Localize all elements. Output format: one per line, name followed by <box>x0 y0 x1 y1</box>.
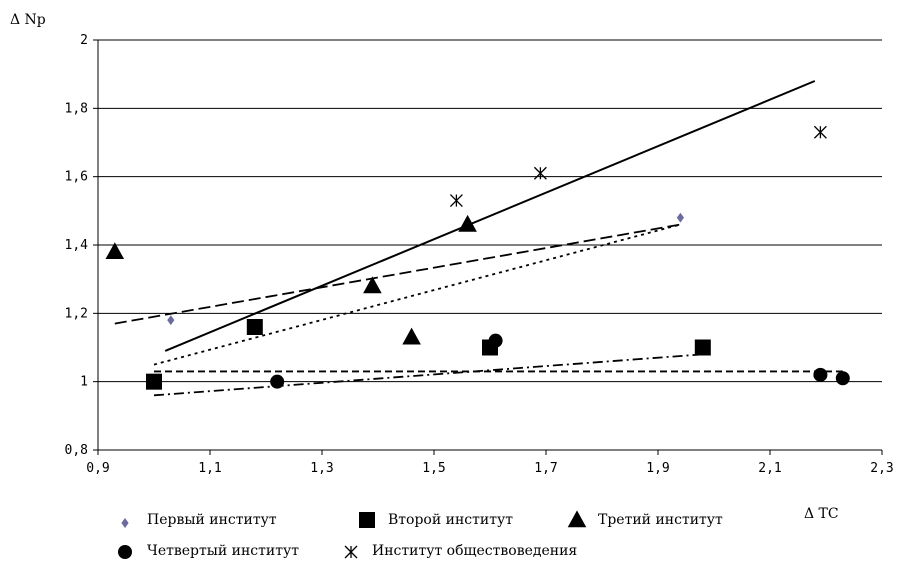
trend-line-2 <box>153 353 703 397</box>
legend-item: Второй институт <box>359 512 513 528</box>
data-point-asterisk <box>449 194 463 208</box>
x-tick-label: 0,9 <box>86 461 109 476</box>
legend-marker-triangle <box>567 510 587 528</box>
data-point-triangle <box>105 242 125 260</box>
y-tick-label: 1,8 <box>65 101 88 116</box>
data-point-circle <box>813 367 828 382</box>
legend-label: Первый институт <box>147 512 277 528</box>
y-tick-label: 1,2 <box>65 306 88 321</box>
x-tick-label: 2,1 <box>758 461 781 476</box>
y-tick-label: 1,4 <box>65 238 89 253</box>
legend-label: Четвертый институт <box>147 543 299 559</box>
trend-lines <box>114 80 843 397</box>
x-axis-title: Δ TC <box>804 506 839 522</box>
data-point-diamond <box>676 212 684 223</box>
x-tick-label: 1,9 <box>646 461 669 476</box>
y-axis-title: Δ Np <box>10 12 46 28</box>
data-point-square <box>146 373 162 390</box>
data-point-asterisk <box>533 166 547 180</box>
data-point-circle <box>270 374 285 389</box>
y-tick-label: 1,6 <box>65 170 88 185</box>
x-tick-label: 1,1 <box>198 461 221 476</box>
legend-marker-square <box>359 512 375 528</box>
data-point-asterisk <box>813 125 827 139</box>
data-point-diamond <box>167 315 175 326</box>
x-tick-label: 2,3 <box>870 461 893 476</box>
legend-marker-diamond <box>121 518 129 528</box>
x-tick-label: 1,7 <box>534 461 557 476</box>
y-tick-label: 0,8 <box>65 443 88 458</box>
data-point-triangle <box>363 276 382 294</box>
axes <box>93 39 883 455</box>
legend-label: Второй институт <box>388 512 513 528</box>
tick-labels: 0,8 1 1,2 1,4 1,6 1,8 2 0,9 1,1 1,3 1,5 1,7 1,9 2,1 2,… <box>65 33 894 476</box>
legend-label: Институт обществоведения <box>372 543 577 559</box>
grid-lines <box>98 39 882 383</box>
data-point-triangle <box>402 327 421 345</box>
x-tick-label: 1,3 <box>310 461 333 476</box>
legend-item: Третий институт <box>567 510 723 528</box>
data-point-square <box>694 339 711 356</box>
legend-marker-asterisk <box>344 545 358 559</box>
legend-marker-circle <box>118 545 132 559</box>
trend-line-5 <box>164 80 816 352</box>
legend-item: Четвертый институт <box>118 543 299 559</box>
data-point-circle <box>835 371 850 386</box>
data-point-square <box>246 319 263 335</box>
legend-label: Третий институт <box>598 512 723 528</box>
legend-item: Первый институт <box>121 512 277 528</box>
legend-item: Институт обществоведения <box>344 543 577 559</box>
y-tick-label: 2 <box>80 33 88 48</box>
y-tick-label: 1 <box>80 375 88 390</box>
data-points <box>105 125 850 390</box>
trend-line-1 <box>114 223 681 325</box>
data-point-circle <box>488 333 503 348</box>
data-point-triangle <box>458 214 477 232</box>
x-tick-label: 1,5 <box>422 461 445 476</box>
legend: Первый институт Второй институт Третий инс… <box>118 510 723 559</box>
